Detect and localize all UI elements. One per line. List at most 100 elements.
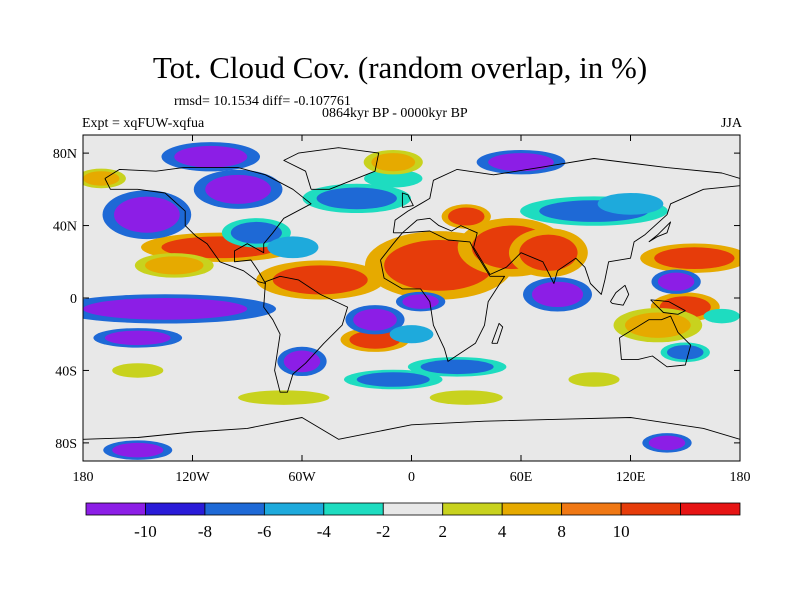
chart-title: Tot. Cloud Cov. (random overlap, in %): [152, 50, 648, 85]
lon-tick-label: 180: [73, 470, 94, 485]
anomaly-region: [523, 277, 592, 312]
lon-tick-label: 120E: [616, 470, 646, 485]
coastline-australia: [619, 315, 692, 368]
colorbar-box: [145, 502, 206, 516]
anomaly-core: [83, 298, 248, 320]
anomaly-core: [488, 153, 554, 172]
anomaly-region: [302, 183, 411, 214]
anomaly-region: [568, 372, 620, 387]
axis-labels: 180 120W 60W 0 60E 120E 180 80N 40N 0 40S 80S: [53, 147, 751, 485]
anomaly-core: [519, 234, 578, 271]
coastline-south-america: [263, 275, 349, 393]
colorbar-label: 2: [438, 522, 447, 541]
anomaly-core: [448, 207, 485, 226]
lon-tick-label: 120W: [175, 470, 210, 485]
anomaly-core: [625, 312, 691, 338]
colorbar: -10 -8 -6 -4 -2 2 4 8 10: [85, 502, 741, 541]
colorbar-box: [382, 502, 444, 516]
anomaly-region: [93, 328, 183, 348]
colorbar-label: 10: [613, 522, 630, 541]
colorbar-box: [561, 502, 622, 516]
colorbar-label: -4: [317, 522, 332, 541]
lat-tick-label: 80S: [55, 437, 77, 452]
anomaly-region: [134, 253, 214, 278]
anomaly-core: [353, 308, 397, 331]
colorbar-label: -8: [198, 522, 212, 541]
anomaly-core: [654, 247, 735, 270]
anomaly-region: [83, 294, 276, 324]
anomaly-core: [174, 145, 248, 168]
coastline-uk: [401, 192, 414, 208]
anomaly-core: [83, 171, 120, 186]
experiment-label: Expt = xqFUW-xqfua: [82, 116, 205, 131]
lon-tick-label: 60W: [288, 470, 316, 485]
anomaly-region: [345, 305, 405, 335]
anomaly-core: [389, 325, 434, 344]
anomaly-core: [349, 330, 401, 349]
lat-tick-label: 40N: [53, 220, 77, 235]
colorbar-box: [442, 502, 503, 516]
anomaly-region: [407, 357, 507, 377]
anomaly-region: [363, 149, 423, 175]
stats-line: rmsd= 10.1534 diff= -0.107761: [174, 94, 351, 109]
anomaly-region: [597, 192, 664, 215]
anomaly-core: [112, 363, 164, 378]
anomaly-region: [395, 291, 446, 312]
coastline-greenland: [283, 147, 380, 190]
lon-tick-label: 60E: [510, 470, 533, 485]
anomaly-field: [83, 142, 740, 460]
axis-ticks: [82, 135, 741, 461]
colorbar-label: -10: [134, 522, 157, 541]
anomaly-region: [343, 369, 443, 390]
coastlines: [83, 147, 740, 440]
anomaly-region: [640, 243, 740, 273]
anomaly-core: [238, 390, 330, 405]
anomaly-core: [648, 435, 686, 451]
anomaly-core: [267, 236, 319, 259]
anomaly-region: [476, 149, 566, 175]
anomaly-region: [429, 390, 503, 405]
colorbar-label: -2: [376, 522, 390, 541]
colorbar-box: [263, 502, 325, 516]
anomaly-core: [402, 294, 439, 309]
coastline-antarctica: [83, 417, 740, 440]
anomaly-core: [597, 192, 664, 215]
anomaly-core: [145, 256, 204, 275]
coastline-new-guinea: [650, 299, 686, 315]
anomaly-region: [660, 342, 710, 363]
anomaly-core: [104, 330, 171, 346]
anomaly-region: [364, 169, 423, 188]
anomaly-region: [193, 169, 283, 209]
anomaly-region: [642, 433, 692, 453]
coastline-madagascar: [491, 322, 504, 344]
anomaly-core: [429, 390, 503, 405]
coastline-north-america: [104, 167, 312, 284]
lon-tick-label: 0: [408, 470, 415, 485]
colorbar-label: 4: [498, 522, 507, 541]
lat-tick-label: 40S: [55, 364, 77, 379]
anomaly-core: [531, 281, 584, 308]
anomaly-region: [508, 228, 588, 278]
anomaly-core: [371, 153, 416, 172]
anomaly-core: [283, 350, 321, 373]
colorbar-box: [85, 502, 146, 516]
anomaly-region: [389, 325, 434, 344]
anomaly-region: [651, 269, 701, 294]
anomaly-core: [356, 372, 430, 387]
anomaly-core: [112, 442, 164, 458]
coastline-japan: [648, 221, 672, 243]
anomaly-core: [316, 187, 397, 210]
anomaly-region: [441, 204, 491, 229]
lon-tick-label: 180: [730, 470, 751, 485]
colorbar-box: [204, 502, 265, 516]
colorbar-box: [501, 502, 563, 516]
anomaly-core: [667, 345, 704, 360]
period-label: 0864kyr BP - 0000kyr BP: [322, 106, 468, 121]
coastline-borneo: [610, 284, 630, 306]
anomaly-core: [272, 265, 368, 295]
lat-tick-label: 0: [70, 292, 77, 307]
anomaly-region: [221, 218, 291, 248]
anomaly-region: [102, 190, 192, 240]
season-label: JJA: [720, 116, 742, 131]
